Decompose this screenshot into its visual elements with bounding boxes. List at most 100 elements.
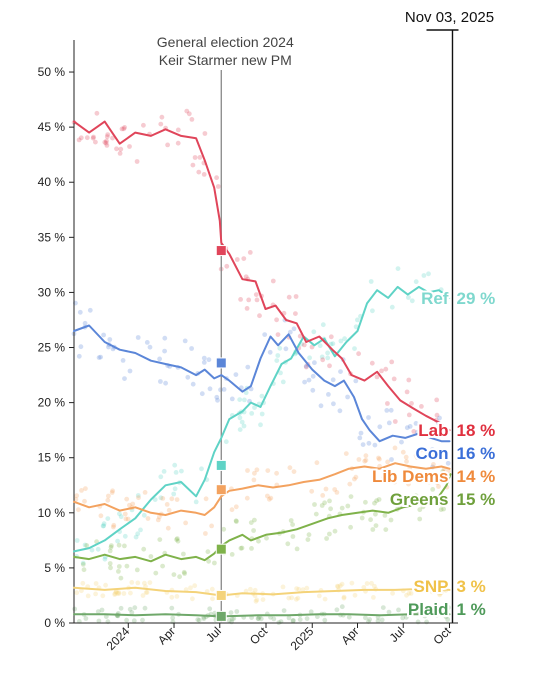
poll-dot-ref bbox=[275, 353, 281, 358]
poll-dot-snp bbox=[316, 593, 322, 599]
poll-dot-snp bbox=[408, 591, 414, 596]
poll-dot-con bbox=[366, 440, 372, 446]
y-axis-ticks: 0 % 5 % 10 % 15 % 20 % 25 % 30 % 35 % 40 % 45 % 50… bbox=[38, 65, 74, 630]
poll-dot-plaid bbox=[424, 619, 429, 625]
poll-dot-greens bbox=[122, 543, 127, 549]
poll-dot-ref bbox=[158, 474, 164, 480]
poll-dot-snp bbox=[295, 595, 301, 601]
poll-dot-lib-dems bbox=[332, 487, 338, 492]
poll-dot-greens bbox=[175, 538, 181, 544]
poll-dot-ref bbox=[311, 329, 317, 335]
election-marker-con bbox=[215, 357, 227, 369]
poll-dot-greens bbox=[234, 519, 239, 524]
poll-dot-lib-dems bbox=[156, 514, 162, 520]
poll-dot-ref bbox=[319, 354, 325, 360]
poll-dot-snp bbox=[429, 589, 435, 595]
poll-dot-lib-dems bbox=[431, 462, 436, 467]
poll-dot-ref bbox=[100, 523, 106, 529]
poll-dot-lib-dems bbox=[436, 484, 441, 489]
poll-dot-lab bbox=[406, 412, 412, 418]
series-line-lib-dems bbox=[73, 462, 451, 516]
y-tick-label: 5 % bbox=[44, 561, 65, 575]
poll-dot-lib-dems bbox=[109, 490, 115, 495]
poll-dot-lab bbox=[104, 143, 110, 148]
poll-dot-greens bbox=[363, 499, 368, 505]
poll-dot-lab bbox=[293, 294, 299, 299]
poll-dot-greens bbox=[312, 502, 317, 507]
poll-dot-ref bbox=[101, 523, 107, 529]
poll-dot-lab bbox=[270, 278, 276, 284]
poll-dot-greens bbox=[116, 542, 122, 548]
poll-dot-con bbox=[312, 360, 317, 366]
poll-dot-ref bbox=[368, 279, 374, 284]
poll-dot-snp bbox=[404, 592, 409, 598]
poll-dot-ref bbox=[274, 358, 280, 363]
poll-dot-snp bbox=[85, 593, 91, 599]
poll-dot-ref bbox=[413, 279, 419, 285]
poll-dot-lib-dems bbox=[414, 477, 420, 482]
poll-dot-lib-dems bbox=[434, 480, 440, 486]
poll-dot-lib-dems bbox=[160, 496, 166, 501]
poll-dot-plaid bbox=[127, 606, 133, 612]
poll-dot-snp bbox=[253, 598, 259, 604]
poll-dot-snp bbox=[79, 588, 84, 594]
poll-dot-lib-dems bbox=[418, 447, 424, 453]
series-line-snp bbox=[73, 586, 451, 597]
poll-dot-greens bbox=[372, 500, 377, 506]
poll-dot-plaid bbox=[131, 618, 137, 624]
poll-dot-snp bbox=[93, 581, 99, 586]
poll-dot-lib-dems bbox=[76, 507, 81, 513]
poll-dot-greens bbox=[153, 570, 159, 576]
poll-dot-plaid bbox=[444, 608, 450, 613]
poll-dot-lib-dems bbox=[426, 479, 432, 485]
poll-dot-greens bbox=[84, 543, 90, 548]
poll-dot-snp bbox=[174, 594, 180, 599]
poll-dot-ref bbox=[138, 527, 143, 533]
poll-dot-lib-dems bbox=[209, 523, 215, 529]
poll-dot-con bbox=[267, 349, 273, 355]
series-value-lab: 18 % bbox=[456, 421, 495, 440]
poll-dot-lab bbox=[127, 144, 132, 149]
poll-dot-lib-dems bbox=[74, 493, 80, 499]
poll-dot-con bbox=[353, 378, 359, 384]
poll-dot-plaid bbox=[286, 615, 292, 621]
poll-dot-lab bbox=[391, 376, 397, 382]
poll-dot-lab bbox=[301, 342, 307, 348]
poll-dot-lib-dems bbox=[445, 468, 451, 474]
series-value-con: 16 % bbox=[456, 444, 495, 463]
y-tick-label: 30 % bbox=[38, 285, 66, 299]
poll-dot-con bbox=[218, 387, 223, 393]
poll-dot-snp bbox=[335, 584, 341, 590]
poll-dot-greens bbox=[328, 506, 333, 512]
poll-dot-lib-dems bbox=[124, 496, 130, 502]
poll-dot-lab bbox=[102, 139, 108, 145]
poll-dot-lab bbox=[409, 401, 414, 406]
poll-dot-lib-dems bbox=[385, 459, 390, 465]
poll-dot-ref bbox=[277, 345, 283, 351]
poll-dot-snp bbox=[289, 595, 295, 601]
poll-dot-snp bbox=[361, 585, 367, 590]
poll-dot-lab bbox=[309, 344, 315, 350]
poll-dot-greens bbox=[388, 517, 394, 523]
poll-dot-lab bbox=[244, 306, 250, 311]
poll-dot-greens bbox=[171, 572, 177, 577]
x-axis-ticks: 2024 Apr Jul Oct 2025 Apr Jul Oct bbox=[104, 623, 454, 653]
poll-dot-snp bbox=[406, 590, 412, 596]
series-label-snp: SNP bbox=[414, 577, 449, 596]
poll-dot-plaid bbox=[379, 617, 385, 623]
poll-dot-ref bbox=[74, 538, 80, 543]
poll-dot-con bbox=[358, 430, 364, 436]
poll-dot-lib-dems bbox=[356, 457, 362, 462]
poll-dot-greens bbox=[212, 560, 217, 566]
poll-dot-lab bbox=[175, 127, 181, 133]
poll-dot-snp bbox=[74, 590, 80, 596]
poll-dot-plaid bbox=[445, 617, 451, 622]
poll-dot-lab bbox=[114, 146, 119, 152]
axes: 0 % 5 % 10 % 15 % 20 % 25 % 30 % 35 % 40 % 45 % 50… bbox=[38, 40, 458, 653]
poll-dot-snp bbox=[335, 583, 340, 589]
poll-dot-con bbox=[157, 356, 163, 362]
poll-dot-ref bbox=[161, 469, 167, 474]
poll-dot-plaid bbox=[339, 604, 345, 610]
poll-dot-greens bbox=[264, 535, 269, 541]
poll-dot-ref bbox=[172, 486, 178, 492]
